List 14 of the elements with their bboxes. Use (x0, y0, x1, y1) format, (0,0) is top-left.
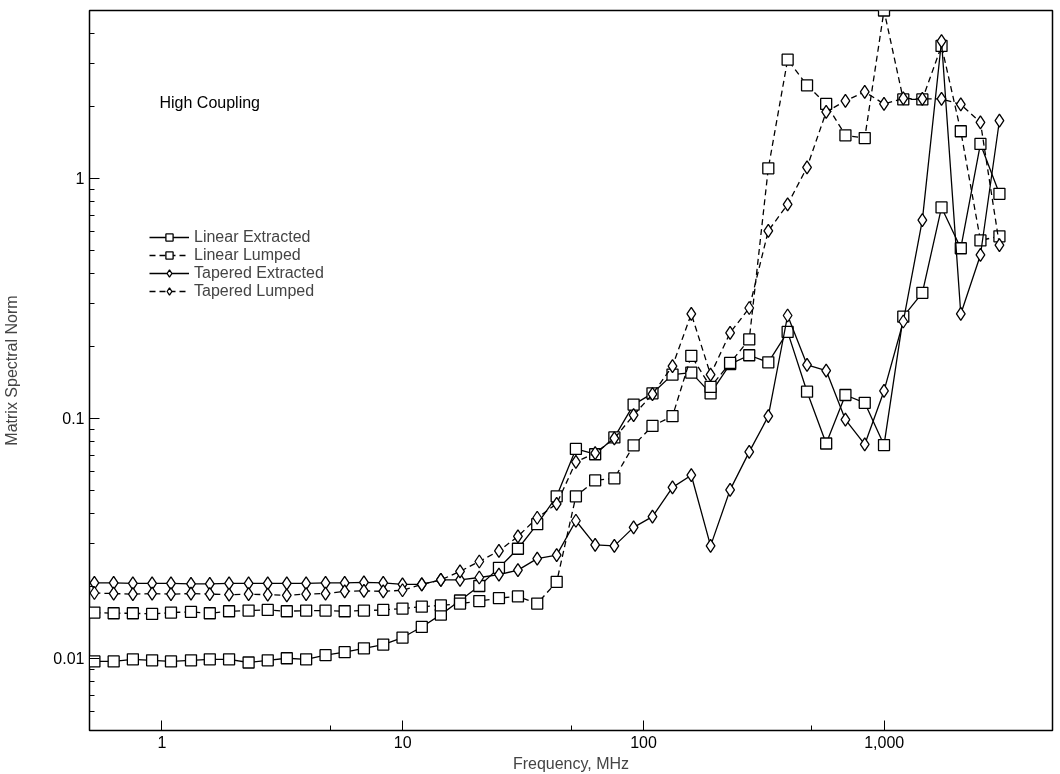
x-axis-title: Frequency, MHz (512, 754, 630, 772)
y-tick-label: 1 (75, 170, 85, 188)
legend-label: Linear Lumped (194, 246, 301, 264)
legend-label: Linear Extracted (194, 228, 311, 246)
y-tick-label: 0.1 (62, 410, 85, 428)
x-tick-label: 10 (393, 733, 412, 751)
legend-label: Tapered Extracted (194, 264, 324, 282)
x-tick-label: 1 (157, 733, 167, 751)
y-axis-title: Matrix Spectral Norm (3, 295, 21, 446)
x-tick-label: 1,000 (864, 733, 905, 751)
legend-label: Tapered Lumped (194, 282, 315, 300)
y-tick-label: 0.01 (53, 650, 85, 668)
x-tick-label: 100 (630, 733, 657, 751)
annotation: High Coupling (159, 93, 261, 111)
